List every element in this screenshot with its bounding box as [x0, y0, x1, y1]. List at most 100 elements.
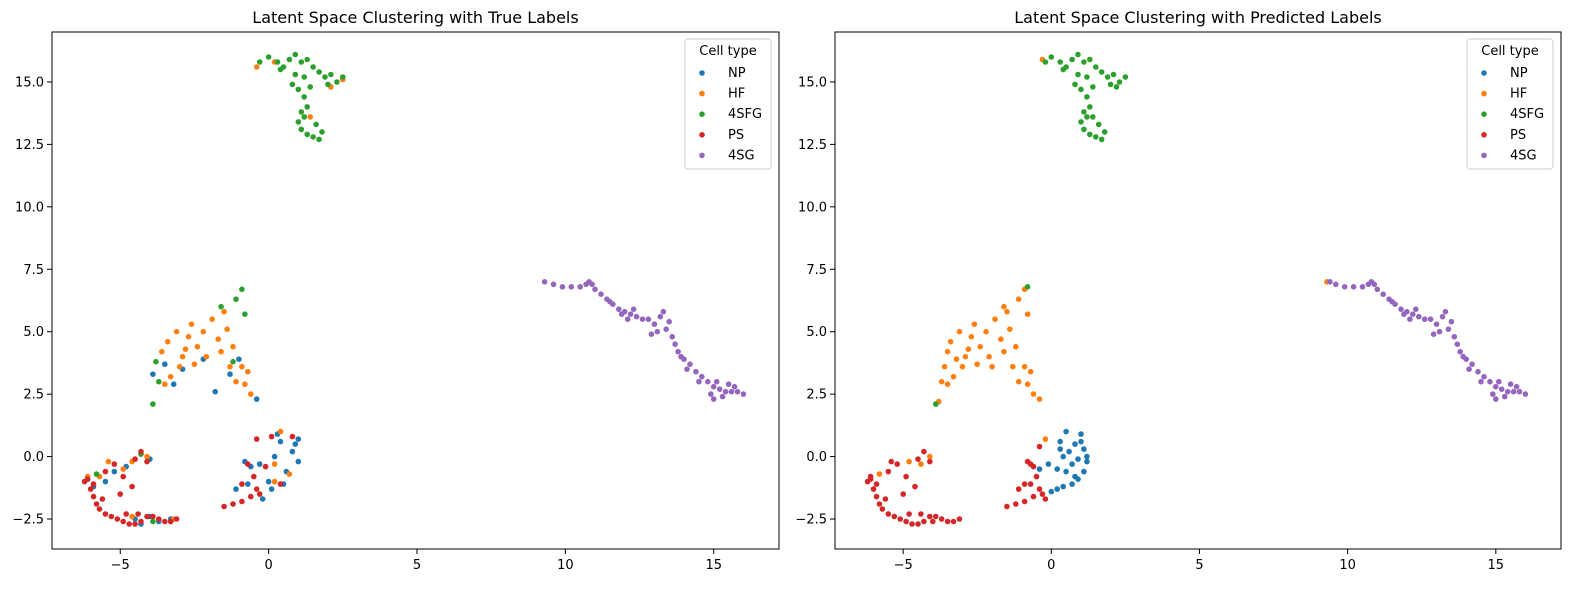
point-4sfg	[298, 59, 305, 65]
point-hf	[277, 428, 284, 435]
point-4sfg	[1122, 74, 1129, 80]
point-4sg	[1498, 386, 1505, 393]
point-4sg	[1510, 388, 1517, 395]
point-ps	[915, 521, 921, 527]
point-4sfg	[233, 296, 239, 303]
point-np	[1060, 483, 1066, 490]
point-ps	[221, 503, 227, 510]
point-4sfg	[295, 119, 302, 125]
point-4sg	[1513, 383, 1520, 390]
point-ps	[256, 491, 263, 497]
point-hf	[986, 353, 992, 360]
point-4sfg	[156, 378, 162, 385]
point-4sg	[1457, 348, 1463, 355]
point-hf	[983, 328, 989, 335]
point-ps	[867, 473, 874, 480]
point-4sfg	[328, 71, 334, 78]
point-ps	[944, 518, 951, 525]
point-4sfg	[265, 54, 272, 60]
point-4sfg	[301, 94, 308, 100]
point-4sfg	[274, 59, 281, 65]
point-ps	[933, 513, 939, 520]
point-4sg	[568, 284, 575, 290]
point-4sfg	[292, 51, 299, 58]
point-hf	[971, 321, 978, 328]
point-4sg	[654, 328, 661, 335]
point-4sfg	[1048, 54, 1055, 60]
point-ps	[129, 483, 135, 490]
point-4sg	[705, 378, 711, 385]
point-4sg	[687, 361, 693, 368]
point-ps	[882, 496, 889, 502]
point-np	[1072, 473, 1078, 480]
point-ps	[927, 458, 933, 465]
point-ps	[138, 518, 144, 525]
point-4sg	[1442, 308, 1449, 315]
point-hf	[129, 513, 135, 520]
point-4sfg	[242, 311, 248, 318]
point-ps	[289, 433, 296, 440]
point-4sfg	[1087, 104, 1093, 110]
point-4sg	[1475, 368, 1481, 375]
point-np	[1036, 466, 1043, 472]
point-4sg	[1445, 326, 1452, 333]
point-ps	[93, 501, 100, 507]
point-hf	[159, 348, 165, 355]
point-hf	[1010, 363, 1016, 370]
point-4sfg	[304, 104, 311, 110]
point-4sg	[1469, 361, 1475, 368]
point-4sg	[725, 381, 732, 388]
point-ps	[268, 433, 275, 440]
point-4sg	[663, 326, 669, 333]
point-ps	[1013, 501, 1019, 507]
point-np	[1069, 461, 1075, 467]
point-4sfg	[1104, 74, 1111, 80]
point-4sfg	[277, 66, 284, 73]
legend-label-np: NP	[728, 66, 746, 81]
point-ps	[912, 483, 918, 490]
point-4sg	[1439, 313, 1446, 320]
point-4sg	[731, 383, 738, 390]
point-4sg	[684, 366, 690, 373]
point-np	[1054, 466, 1060, 472]
point-ps	[99, 496, 106, 502]
point-4sfg	[1098, 69, 1105, 75]
point-ps	[1027, 481, 1034, 487]
point-hf	[906, 458, 912, 465]
point-ps	[144, 458, 150, 465]
point-hf	[1024, 311, 1031, 318]
y-tick-label: 5.0	[806, 325, 827, 340]
point-np	[253, 396, 260, 402]
point-hf	[105, 458, 112, 465]
point-np	[268, 486, 275, 492]
point-ps	[138, 448, 144, 455]
point-hf	[253, 64, 260, 70]
point-4sfg	[1084, 94, 1090, 100]
point-hf	[941, 363, 948, 370]
point-4sfg	[1078, 119, 1084, 125]
point-4sfg	[1057, 59, 1063, 65]
point-4sg	[633, 313, 640, 320]
point-4sg	[660, 308, 667, 315]
point-4sg	[1493, 383, 1499, 390]
point-hf	[1030, 391, 1037, 397]
point-hf	[173, 328, 180, 335]
point-4sg	[722, 388, 729, 395]
point-4sg	[586, 279, 592, 285]
point-np	[271, 453, 278, 460]
point-hf	[185, 333, 192, 340]
point-ps	[1021, 498, 1028, 505]
point-ps	[915, 456, 921, 462]
point-ps	[117, 491, 123, 497]
point-hf	[918, 461, 924, 467]
point-np	[1078, 438, 1084, 445]
point-ps	[921, 518, 927, 525]
point-4sfg	[218, 303, 224, 310]
point-hf	[938, 378, 945, 385]
point-ps	[894, 461, 900, 467]
point-np	[212, 388, 218, 395]
point-ps	[102, 468, 109, 475]
point-ps	[114, 516, 121, 522]
point-4sfg	[1081, 59, 1087, 65]
point-4sg	[1501, 393, 1508, 400]
